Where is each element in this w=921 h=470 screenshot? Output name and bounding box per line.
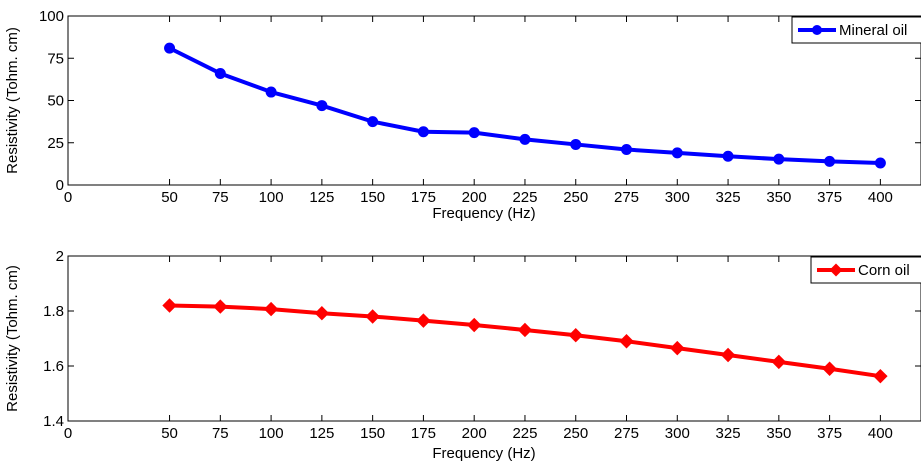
x-tick-label: 275	[614, 425, 639, 442]
chart-panel-2: 0 50 75 100 125 150 175 200 225 250 275 300 325 350 37…	[4, 248, 921, 462]
y-tick-label: 1.6	[43, 358, 64, 375]
x-tick-label: 175	[411, 189, 436, 206]
data-point	[671, 147, 683, 159]
legend: Mineral oil	[791, 16, 921, 44]
x-tick-label: 350	[766, 425, 791, 442]
legend-marker	[829, 263, 843, 277]
x-tick-label: 250	[563, 189, 588, 206]
x-tick-label: 125	[309, 425, 334, 442]
series-line	[169, 303, 881, 379]
x-tick-label: 100	[259, 425, 284, 442]
data-point	[570, 138, 582, 150]
y-tick-label: 1.4	[43, 413, 64, 430]
data-point	[568, 327, 583, 343]
x-tick-label: 325	[716, 189, 741, 206]
y-tick-label: 2	[56, 248, 64, 265]
data-point	[722, 150, 734, 162]
data-point	[519, 133, 531, 145]
series-line	[168, 46, 881, 166]
x-tick-label: 350	[766, 189, 791, 206]
x-tick-label: 150	[360, 425, 385, 442]
data-point	[873, 368, 888, 384]
x-tick-label: 275	[614, 189, 639, 206]
data-point	[670, 340, 685, 356]
x-tick-label: 225	[512, 425, 537, 442]
data-point	[164, 42, 176, 54]
x-tick-label: 75	[212, 189, 229, 206]
legend-box	[810, 256, 921, 284]
y-axis-label: Resistivity (Tohm. cm)	[4, 27, 21, 174]
x-tick-label: 200	[462, 425, 487, 442]
data-point	[822, 361, 837, 376]
x-tick-label: 400	[868, 189, 893, 206]
data-point	[162, 298, 177, 313]
x-tick-label: 375	[817, 425, 842, 442]
x-tick-label: 325	[716, 425, 741, 442]
data-point	[314, 305, 330, 321]
x-tick-label: 75	[212, 425, 229, 442]
x-tick-label: 250	[563, 425, 588, 442]
data-point	[468, 127, 480, 139]
data-point	[720, 347, 736, 363]
y-tick-label: 50	[47, 93, 64, 110]
x-tick-label: 300	[665, 425, 690, 442]
x-tick-label: 125	[309, 189, 334, 206]
data-point	[517, 322, 533, 338]
y-tick-label: 100	[39, 8, 64, 25]
x-axis-label: Frequency (Hz)	[432, 445, 535, 462]
y-tick-label: 75	[47, 50, 64, 67]
data-point	[874, 157, 886, 169]
legend-label: Corn oil	[858, 262, 910, 279]
data-point	[466, 317, 482, 333]
x-tick-label: 50	[161, 425, 178, 442]
x-tick-label: 150	[360, 189, 385, 206]
data-point	[365, 309, 380, 324]
x-tick-label: 100	[259, 189, 284, 206]
x-tick-label: 400	[868, 425, 893, 442]
data-point	[316, 100, 328, 112]
data-point	[824, 155, 836, 167]
plot-frame	[67, 255, 921, 422]
legend-label: Mineral oil	[839, 22, 907, 39]
x-tick-label: 0	[64, 425, 72, 442]
y-tick-label: 0	[56, 177, 64, 194]
chart-panel-1: 0 50 75 100 125 150 175 200 225 250 275 300 325 350 37…	[4, 8, 921, 222]
y-tick-label: 25	[47, 135, 64, 152]
data-point	[619, 334, 634, 349]
data-point	[417, 126, 429, 138]
data-point	[367, 116, 379, 128]
legend: Corn oil	[810, 256, 921, 284]
x-tick-label: 200	[462, 189, 487, 206]
y-axis-label: Resistivity (Tohm. cm)	[4, 265, 21, 412]
data-point	[263, 301, 279, 317]
data-point	[773, 153, 785, 165]
x-tick-label: 225	[512, 189, 537, 206]
legend-marker	[812, 25, 822, 35]
x-tick-label: 0	[64, 189, 72, 206]
x-axis-label: Frequency (Hz)	[432, 205, 535, 222]
x-tick-label: 375	[817, 189, 842, 206]
x-tick-label: 300	[665, 189, 690, 206]
data-point	[213, 299, 228, 314]
data-point	[771, 354, 787, 370]
data-point	[214, 67, 226, 79]
x-tick-label: 50	[161, 189, 178, 206]
data-point	[621, 144, 633, 156]
x-tick-label: 175	[411, 425, 436, 442]
data-point	[416, 313, 431, 328]
data-point	[265, 86, 277, 98]
y-tick-label: 1.8	[43, 303, 64, 320]
